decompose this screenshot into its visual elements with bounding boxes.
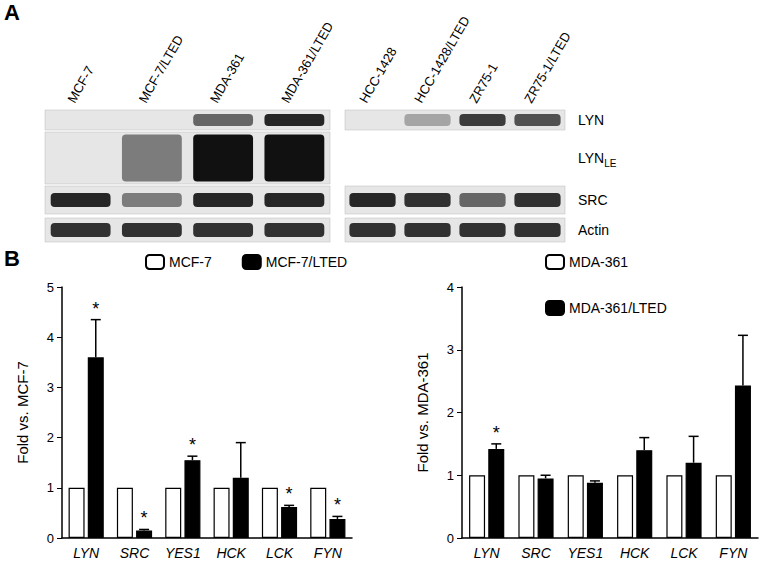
svg-text:LCK: LCK [670,545,698,561]
svg-text:MCF-7/LTED: MCF-7/LTED [266,254,347,270]
svg-text:1: 1 [47,480,54,495]
svg-text:ZR75-1: ZR75-1 [466,60,501,105]
svg-text:SRC: SRC [578,192,608,208]
svg-text:ZR75-1/LTED: ZR75-1/LTED [521,29,574,105]
svg-text:HCC-1428: HCC-1428 [356,45,400,106]
svg-text:LYN: LYN [474,545,501,561]
svg-text:MDA-361: MDA-361 [207,50,247,105]
svg-text:YES1: YES1 [567,545,603,561]
svg-text:FYN: FYN [314,545,343,561]
svg-text:SRC: SRC [120,545,150,561]
svg-text:HCK: HCK [216,545,246,561]
svg-text:0: 0 [447,531,454,546]
svg-text:2: 2 [47,430,54,445]
svg-text:LYN: LYN [73,545,100,561]
svg-text:MDA-361/LTED: MDA-361/LTED [569,300,667,316]
svg-text:1: 1 [447,468,454,483]
svg-text:4: 4 [47,330,54,345]
html-text:A: A [4,0,20,25]
svg-text:HCK: HCK [620,545,650,561]
svg-text:MDA-361/LTED: MDA-361/LTED [278,19,336,105]
svg-text:0: 0 [47,531,54,546]
svg-text:*: * [334,495,341,515]
svg-text:SRC: SRC [521,545,551,561]
svg-text:Fold vs. MCF-7: Fold vs. MCF-7 [14,361,31,464]
svg-text:LYN: LYN [578,112,604,128]
svg-text:YES1: YES1 [165,545,201,561]
html-text:B: B [4,246,20,271]
svg-text:MCF-7: MCF-7 [64,64,97,106]
svg-text:Fold vs. MDA-361: Fold vs. MDA-361 [414,352,431,472]
svg-text:LCK: LCK [266,545,294,561]
svg-text:MDA-361: MDA-361 [569,254,628,270]
svg-text:3: 3 [47,380,54,395]
svg-text:3: 3 [447,342,454,357]
svg-text:*: * [286,484,293,504]
svg-text:5: 5 [47,280,54,295]
svg-text:LYNLE: LYNLE [578,150,617,169]
svg-text:Actin: Actin [578,222,609,238]
svg-text:*: * [493,423,500,443]
svg-text:*: * [92,299,99,319]
svg-text:*: * [141,508,148,528]
svg-text:MCF-7/LTED: MCF-7/LTED [135,33,186,106]
svg-text:MCF-7: MCF-7 [169,254,212,270]
svg-text:4: 4 [447,280,454,295]
svg-text:2: 2 [447,405,454,420]
svg-text:HCC-1428/LTED: HCC-1428/LTED [411,14,473,106]
svg-text:FYN: FYN [719,545,748,561]
svg-text:*: * [189,435,196,455]
